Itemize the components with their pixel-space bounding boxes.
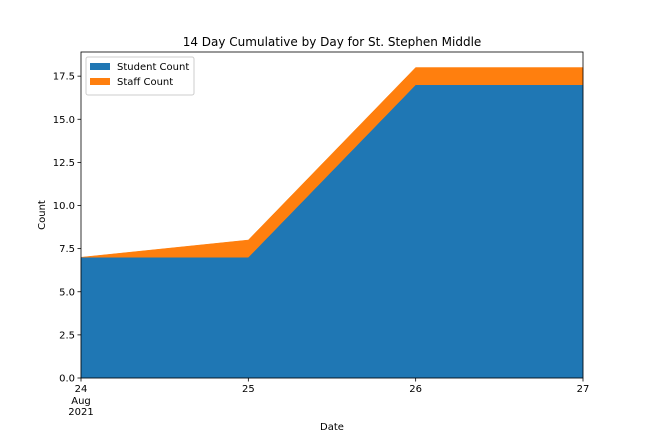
y-tick-label: 10.0 xyxy=(53,201,75,212)
x-tick-sublabel: 2021 xyxy=(68,407,93,418)
legend-label: Student Count xyxy=(117,62,189,73)
y-tick-label: 17.5 xyxy=(53,72,75,83)
legend: Student Count Staff Count xyxy=(85,56,195,96)
legend-box xyxy=(85,56,195,96)
area-layer xyxy=(80,67,584,379)
y-tick-label: 5.0 xyxy=(59,287,75,298)
y-tick-label: 0.0 xyxy=(59,374,75,385)
chart-title: 14 Day Cumulative by Day for St. Stephen… xyxy=(183,35,482,49)
plot-frame xyxy=(80,51,584,379)
y-axis-label: Count xyxy=(37,200,48,230)
x-tick-label: 24 xyxy=(75,384,88,395)
x-tick-sublabel: Aug xyxy=(71,396,91,407)
x-axis-label: Date xyxy=(320,422,344,432)
y-tick-label: 2.5 xyxy=(59,330,75,341)
y-tick-label: 15.0 xyxy=(53,115,75,126)
legend-swatch xyxy=(90,63,110,70)
y-axis: 0.0 2.5 5.0 7.5 10.0 12.5 15.0 17.5 xyxy=(53,72,81,385)
y-tick-label: 7.5 xyxy=(59,244,75,255)
y-tick-label: 12.5 xyxy=(53,158,75,169)
area-series-1 xyxy=(80,84,584,379)
legend-swatch xyxy=(90,78,110,85)
x-tick-label: 27 xyxy=(577,384,590,395)
x-tick-label: 25 xyxy=(242,384,255,395)
legend-label: Staff Count xyxy=(117,77,173,88)
x-tick-label: 26 xyxy=(409,384,422,395)
